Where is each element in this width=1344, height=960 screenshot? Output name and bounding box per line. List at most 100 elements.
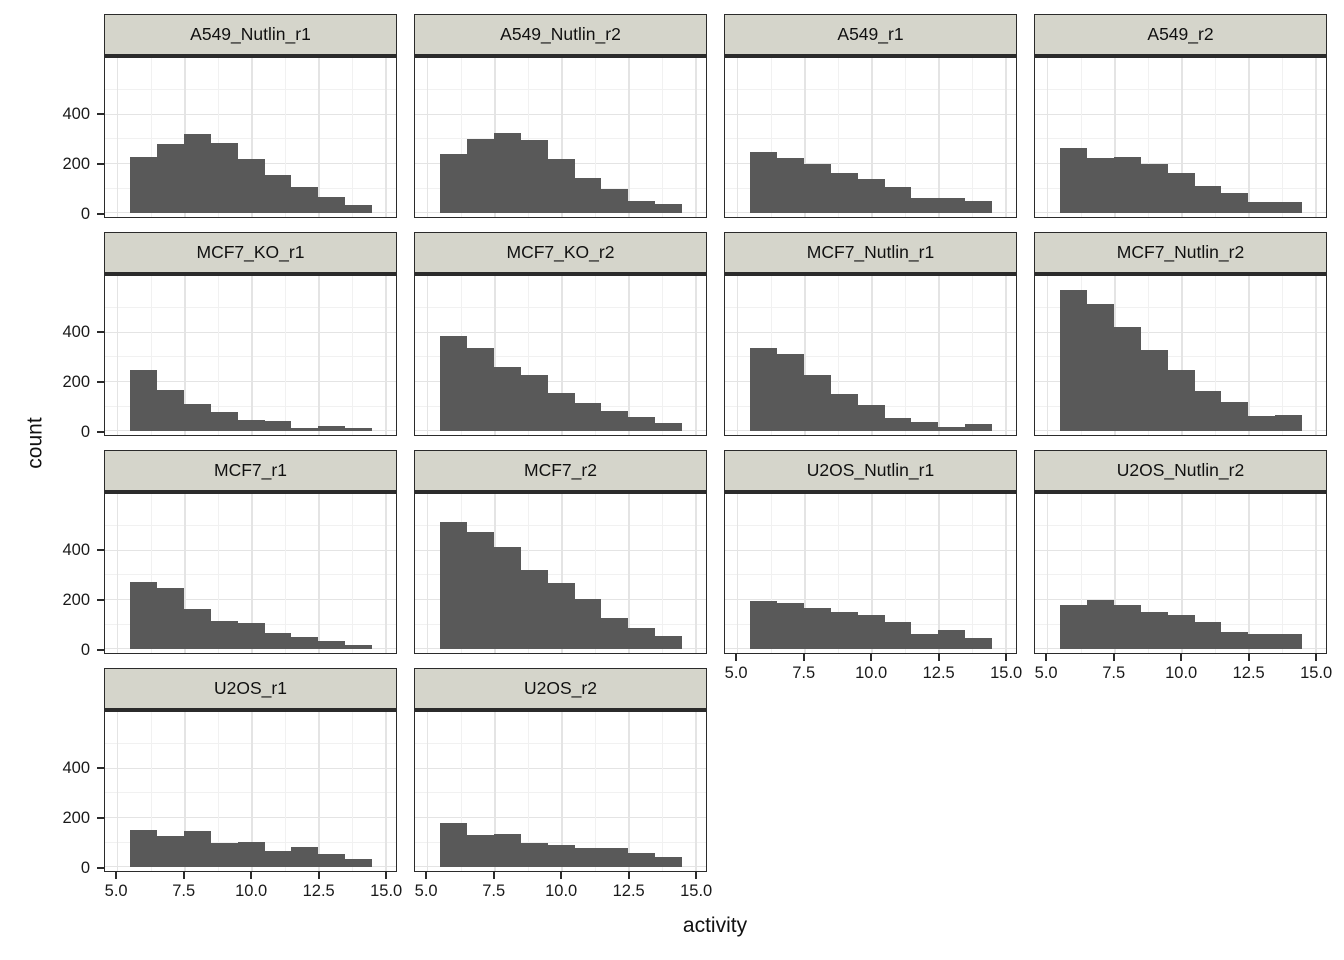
histogram-bar [520,374,548,432]
gridline [415,138,706,140]
gridline [904,276,906,435]
gridline [415,816,706,818]
x-tick-label: 12.5 [302,882,335,900]
x-tick-label: 12.5 [1232,664,1265,682]
gridline [661,276,663,435]
gridline [837,276,839,435]
histogram-bar [494,367,521,432]
histogram-bar [184,134,211,214]
histogram-bar [777,353,805,432]
facet-panel [104,492,397,654]
y-tick-label: 0 [80,204,90,223]
x-tick-mark [492,872,495,879]
histogram-bar [157,836,185,868]
gridline [725,113,1016,115]
histogram-bar [318,197,346,214]
histogram-bar [184,403,211,432]
gridline [150,58,152,217]
histogram-bar [547,392,575,432]
histogram-bar [911,634,939,650]
histogram-bar [264,851,292,868]
histogram-bar [1221,192,1249,214]
facet-strip: MCF7_Nutlin_r2 [1034,232,1327,274]
gridline [1035,113,1326,115]
gridline [1005,494,1007,653]
facet-strip-label: A549_r1 [837,24,904,44]
facet-panel [414,56,707,218]
x-tick-label: 7.5 [482,882,506,900]
gridline [1035,574,1326,576]
gridline [1315,494,1317,653]
histogram-bar [1087,303,1115,432]
histogram-bar [830,611,858,650]
histogram-bar [857,405,885,432]
histogram-bar [1248,633,1276,650]
facet-strip-label: A549_Nutlin_r1 [190,24,311,44]
gridline [1080,58,1082,217]
gridline [1181,276,1183,435]
y-tick-mark [97,867,104,869]
facet-MCF7_Nutlin_r2: MCF7_Nutlin_r2 [1034,232,1327,436]
histogram-bar [628,417,656,432]
histogram-bar [210,142,238,214]
histogram-bar [601,410,629,432]
facet-panel [104,56,397,218]
gridline [594,276,596,435]
gridline [938,276,940,435]
gridline [661,712,663,871]
facet-panel [1034,56,1327,218]
histogram-bar [938,630,966,650]
gridline [904,58,906,217]
facet-strip-label: U2OS_r2 [524,678,597,698]
x-tick-mark [695,872,698,879]
gridline [1035,525,1326,527]
gridline [318,712,320,871]
histogram-bar [237,420,265,432]
gridline [837,494,839,653]
facet-A549_Nutlin_r1: A549_Nutlin_r1 [104,14,397,218]
y-tick-mark [97,431,104,433]
gridline [1114,494,1116,653]
facet-A549_Nutlin_r2: A549_Nutlin_r2 [414,14,707,218]
histogram-bar [574,848,602,868]
histogram-bar [1194,621,1222,650]
gridline [725,138,1016,140]
histogram-bar [1275,414,1302,432]
histogram-bar [494,834,521,868]
facet-MCF7_KO_r2: MCF7_KO_r2 [414,232,707,436]
histogram-bar [1248,416,1276,432]
facet-strip: U2OS_Nutlin_r2 [1034,450,1327,492]
gridline [1035,138,1326,140]
x-tick-label: 5.0 [724,664,748,682]
gridline [695,494,697,653]
gridline [804,494,806,653]
gridline [1035,162,1326,164]
y-tick-mark [97,817,104,819]
x-tick-mark [182,872,185,879]
y-tick-label: 400 [62,104,90,123]
histogram-bar [750,601,778,650]
x-tick-mark [1315,654,1318,661]
gridline [415,841,706,843]
facet-panel [414,710,707,872]
x-tick-mark [1005,654,1008,661]
facet-strip: MCF7_KO_r2 [414,232,707,274]
facet-panel [724,274,1017,436]
histogram-bar [130,830,158,868]
histogram-bar [157,144,185,214]
histogram-bar [830,393,858,432]
gridline [117,276,119,435]
gridline [105,525,396,527]
histogram-bar [655,203,682,214]
gridline [385,58,387,217]
gridline [1281,58,1283,217]
gridline [1248,58,1250,217]
gridline [594,58,596,217]
facet-panel [1034,492,1327,654]
gridline [460,58,462,217]
histogram-bar [130,370,158,432]
x-tick-label: 10.0 [235,882,268,900]
gridline [725,307,1016,309]
gridline [628,58,630,217]
